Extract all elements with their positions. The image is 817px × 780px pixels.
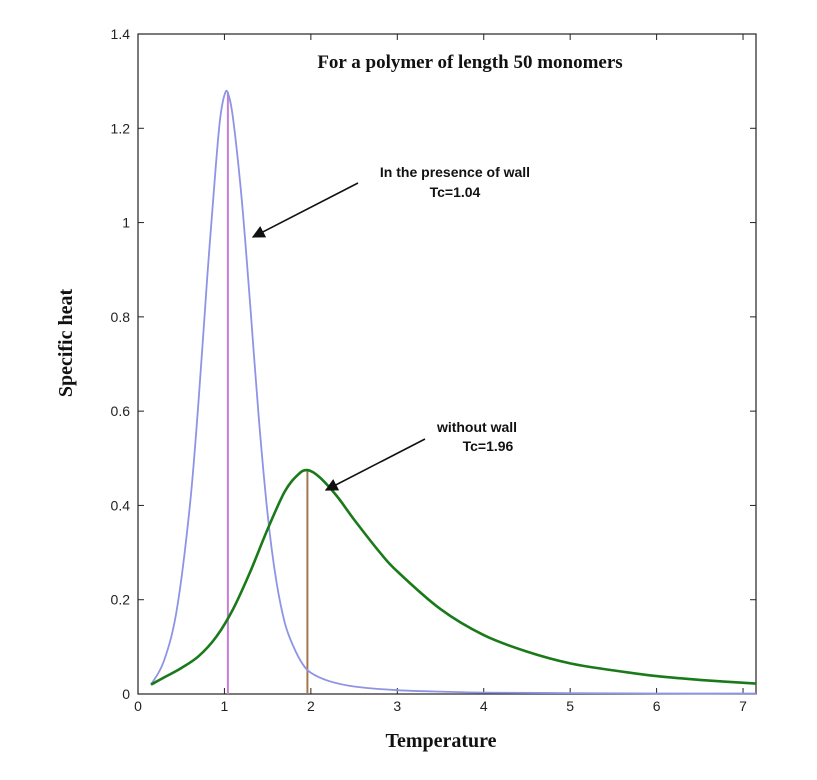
- x-axis-ticks: 0 1 2 3 4 5 6 7: [134, 34, 747, 714]
- x-tick-label: 6: [653, 698, 661, 714]
- series-line-with-wall: [150, 89, 757, 695]
- x-axis-label: Temperature: [385, 730, 496, 752]
- chart-title: For a polymer of length 50 monomers: [317, 52, 622, 73]
- x-tick-label: 2: [307, 698, 315, 714]
- y-tick-label: 0.8: [111, 309, 131, 325]
- critical-temperature-markers: [226, 92, 309, 694]
- annotation-nowall-arrow: [324, 438, 426, 491]
- y-tick-label: 1.2: [111, 120, 131, 136]
- y-tick-label: 0.4: [111, 497, 131, 513]
- annotation-nowall-tc: Tc=1.96: [463, 438, 514, 454]
- annotation-nowall-label: without wall: [436, 419, 517, 435]
- y-tick-label: 0.6: [111, 403, 131, 419]
- y-tick-label: 0.2: [111, 592, 131, 608]
- x-tick-label: 3: [393, 698, 401, 714]
- annotation-wall-arrow: [251, 182, 359, 238]
- annotation-wall-label: In the presence of wall: [380, 164, 530, 180]
- x-tick-label: 7: [739, 698, 747, 714]
- plot-frame: [137, 33, 757, 695]
- y-tick-label: 1.4: [111, 26, 131, 42]
- x-tick-label: 4: [480, 698, 488, 714]
- y-axis-ticks: 0 0.2 0.4 0.6 0.8 1 1.2 1.4: [111, 26, 756, 702]
- x-tick-label: 0: [134, 698, 142, 714]
- annotation-wall-tc: Tc=1.04: [430, 184, 481, 200]
- y-axis-label: Specific heat: [55, 289, 77, 398]
- y-tick-label: 0: [122, 686, 130, 702]
- x-tick-label: 5: [566, 698, 574, 714]
- x-tick-label: 1: [221, 698, 229, 714]
- y-tick-label: 1: [122, 215, 130, 231]
